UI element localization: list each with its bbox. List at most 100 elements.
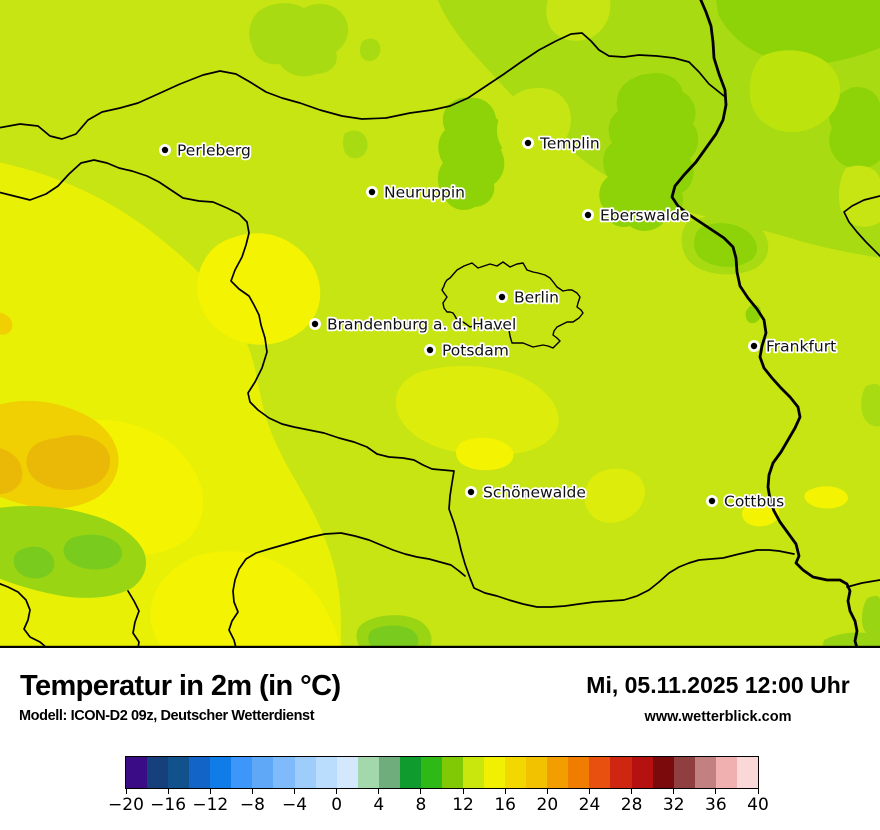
legend-tick (546, 789, 548, 794)
legend-tick (378, 789, 380, 794)
temp-region (861, 383, 880, 427)
temp-region (749, 50, 841, 133)
legend-segment (484, 757, 506, 788)
legend-segment (736, 757, 758, 788)
legend-segment (294, 757, 316, 788)
city-dot (467, 488, 475, 496)
city-label: Berlin (514, 289, 559, 307)
temp-region (395, 366, 559, 456)
city-label: Eberswalde (600, 207, 689, 225)
border-poland (670, 0, 859, 648)
border-saxony-west (228, 540, 298, 648)
legend-segment (420, 757, 442, 788)
legend-tick (462, 789, 464, 794)
legend-tick (673, 789, 675, 794)
legend-segment (568, 757, 590, 788)
forecast-datetime: Mi, 05.11.2025 12:00 Uhr (586, 672, 850, 698)
legend-segment (378, 757, 400, 788)
legend-tick-label: 40 (747, 795, 769, 815)
temp-region (546, 0, 611, 41)
legend-segment (315, 757, 337, 788)
legend-tick-label: 24 (578, 795, 601, 815)
legend-tick (125, 789, 127, 794)
city-dot (584, 211, 592, 219)
legend-segment (631, 757, 653, 788)
temp-region (0, 312, 13, 335)
border-bottom-left-1 (0, 582, 48, 648)
legend-tick (420, 789, 422, 794)
legend-tick (631, 789, 633, 794)
legend-segment (231, 757, 253, 788)
temp-region (437, 97, 506, 210)
map-canvas: Perleberg Templin Neuruppin Eberswalde Berli… (0, 0, 880, 648)
border-saxony-connector (296, 532, 466, 577)
legend-segment (273, 757, 295, 788)
legend-segment (505, 757, 527, 788)
city-label: Frankfurt (766, 338, 836, 356)
legend-tick (294, 789, 296, 794)
city-dot (161, 146, 169, 154)
city-dot (750, 342, 758, 350)
city-dot (498, 293, 506, 301)
legend-segment (652, 757, 674, 788)
legend-tick (757, 789, 759, 794)
city-marker: Potsdam (424, 340, 511, 361)
city-dot (311, 320, 319, 328)
legend-tick-label: 16 (494, 795, 517, 815)
border-mecklenburg (0, 32, 725, 140)
legend-segment (694, 757, 716, 788)
city-marker: Perleberg (159, 140, 253, 161)
city-marker: Eberswalde (582, 205, 691, 226)
temp-region (26, 435, 111, 490)
border-right-edge (843, 195, 880, 257)
temp-region (63, 534, 123, 570)
legend-tick-label: −8 (239, 795, 265, 815)
temp-region (360, 38, 381, 62)
temp-region (584, 468, 645, 523)
temp-region (694, 223, 757, 267)
city-marker: Templin (522, 133, 602, 154)
legend-tick (504, 789, 506, 794)
legend-segment (147, 757, 169, 788)
legend-segment (252, 757, 274, 788)
temp-region (197, 233, 321, 345)
temp-region (716, 0, 880, 65)
legend-tick-label: 28 (620, 795, 643, 815)
legend-colorbar (125, 756, 759, 789)
city-marker: Cottbus (706, 491, 786, 512)
city-marker: Schönewalde (465, 482, 588, 503)
legend-tick-label: 12 (452, 795, 474, 815)
border-poland-branch (846, 579, 880, 588)
legend-tick (336, 789, 338, 794)
legend-tick-label: −12 (192, 795, 229, 815)
temp-region (862, 595, 880, 640)
temp-region (804, 486, 848, 509)
legend-segment (399, 757, 421, 788)
city-label: Schönewalde (483, 484, 586, 502)
temp-region (829, 86, 880, 169)
legend-tick-label: 4 (373, 795, 385, 815)
city-label: Perleberg (177, 142, 251, 160)
model-info: Modell: ICON-D2 09z, Deutscher Wetterdie… (19, 708, 315, 724)
city-dot (368, 188, 376, 196)
legend-segment (441, 757, 463, 788)
city-dot (524, 139, 532, 147)
legend-segment (715, 757, 737, 788)
border-bottom-left-2 (127, 590, 140, 648)
legend-segment (210, 757, 232, 788)
temp-region (496, 87, 571, 163)
city-marker: Berlin (496, 287, 561, 308)
legend-tick-label: 8 (415, 795, 427, 815)
legend-tick-label: −4 (282, 795, 308, 815)
temp-region (838, 165, 880, 227)
map-bottom-frame (0, 645, 880, 648)
legend-tick (715, 789, 717, 794)
legend-tick (251, 789, 253, 794)
temp-region (368, 625, 419, 648)
legend-segment (610, 757, 632, 788)
website-url: www.wetterblick.com (644, 709, 792, 725)
legend-tick (209, 789, 211, 794)
page-title: Temperatur in 2m (in °C) (20, 670, 341, 702)
city-markers: Perleberg Templin Neuruppin Eberswalde Berli… (159, 133, 838, 512)
